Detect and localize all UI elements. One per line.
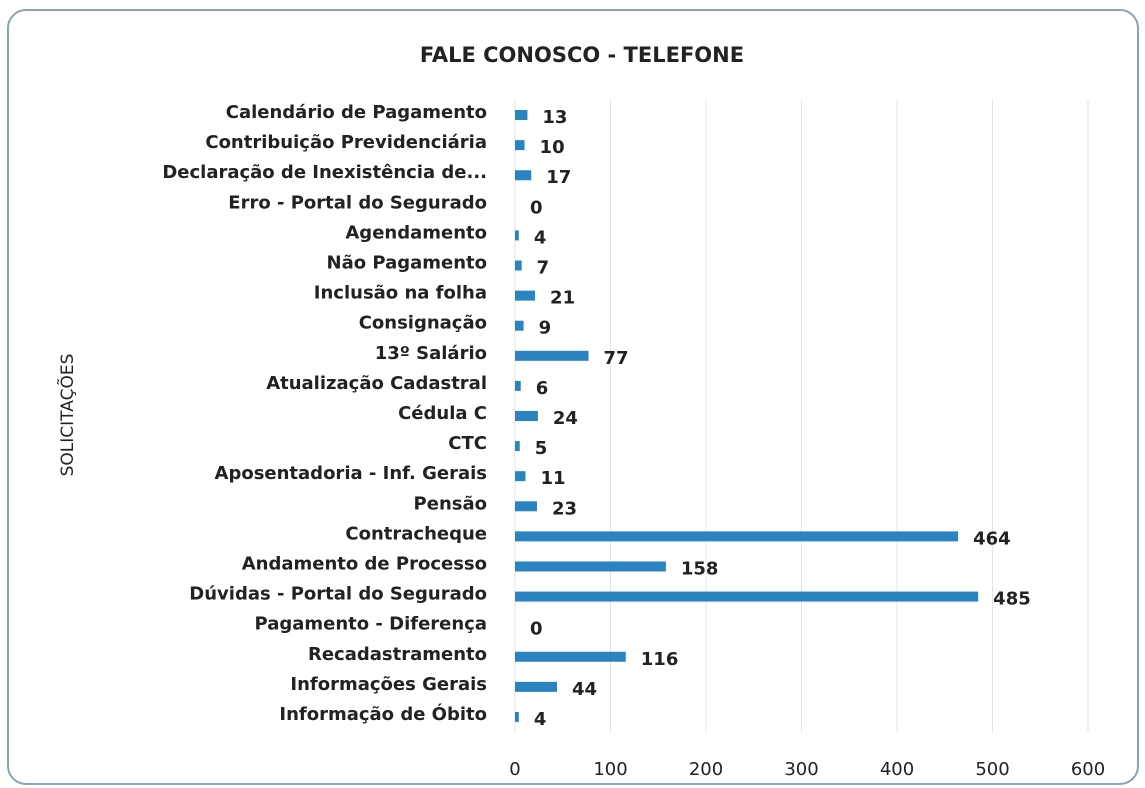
y-tick-label: Dúvidas - Portal do Segurado [189,584,487,605]
data-label: 9 [539,318,552,339]
data-label: 17 [546,167,571,188]
bar [515,411,538,421]
data-label: 77 [604,348,629,369]
data-label: 10 [540,137,565,158]
y-tick-label: CTC [448,433,487,454]
bar [515,591,979,602]
data-label: 485 [993,589,1031,610]
y-tick-label: Informação de Óbito [279,703,487,725]
y-tick-label: Cédula C [398,403,487,424]
data-label: 11 [541,468,566,489]
y-tick-label: Recadastramento [308,644,487,665]
bar [515,501,537,512]
y-tick-label: Pensão [414,493,487,514]
y-tick-label: Calendário de Pagamento [226,102,487,123]
bar [515,380,521,391]
x-tick-label: 300 [784,759,818,780]
data-label: 158 [681,558,719,579]
data-label: 5 [535,438,548,459]
y-tick-label: Informações Gerais [290,674,487,695]
bar [515,681,558,692]
data-label: 44 [572,679,597,700]
y-tick-label: Contribuição Previdenciária [205,132,487,153]
chart-title: FALE CONOSCO - TELEFONE [420,43,744,67]
bar [515,170,532,181]
y-tick-label: Agendamento [345,222,487,243]
y-tick-label: Contracheque [345,523,487,544]
bar [515,350,589,361]
data-label: 116 [641,649,679,670]
y-tick-label: Atualização Cadastral [266,373,487,394]
y-tick-label: 13º Salário [375,343,487,364]
bar [515,230,519,241]
y-tick-label: Erro - Portal do Segurado [228,192,487,213]
y-tick-label: Inclusão na folha [314,283,487,304]
data-label: 0 [530,197,543,218]
y-tick-label: Consignação [359,313,487,334]
x-tick-label: 200 [689,759,723,780]
data-label: 21 [550,288,575,309]
bar [515,471,526,482]
y-tick-label: Não Pagamento [327,253,487,274]
data-label: 6 [536,378,549,399]
data-label: 4 [534,227,547,248]
y-tick-label: Aposentadoria - Inf. Gerais [215,463,487,484]
x-tick-label: 400 [880,759,914,780]
y-axis-label: SOLICITAÇÕES [56,354,78,477]
y-tick-label: Declaração de Inexistência de... [162,162,487,183]
x-tick-label: 600 [1071,759,1105,780]
data-label: 23 [552,498,577,519]
bar [515,260,522,271]
bar [515,110,528,121]
data-label: 7 [537,258,550,279]
bar [515,290,536,301]
data-label: 464 [973,528,1011,549]
data-label: 0 [530,619,543,640]
bar [515,711,519,722]
x-tick-label: 0 [509,759,520,780]
bar [515,651,626,662]
bar [515,140,525,151]
bar [515,441,520,452]
bar [515,561,666,572]
data-label: 24 [553,408,578,429]
x-tick-label: 500 [975,759,1009,780]
data-label: 13 [542,107,567,128]
y-tick-label: Pagamento - Diferença [254,614,487,635]
bar [515,531,959,542]
y-tick-label: Andamento de Processo [242,553,487,574]
bar [515,320,524,331]
x-tick-label: 100 [593,759,627,780]
chart-border [7,9,1139,785]
data-label: 4 [534,709,547,730]
